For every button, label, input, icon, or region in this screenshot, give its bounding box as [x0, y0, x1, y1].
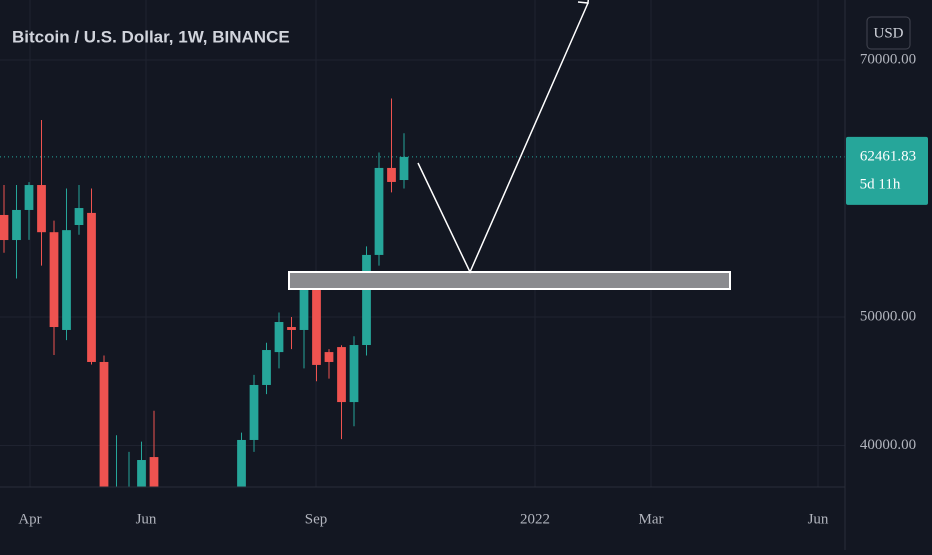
last-price-label: 62461.83	[860, 148, 916, 164]
candle-body	[137, 460, 146, 487]
x-tick-label: Apr	[18, 511, 41, 527]
candle-body	[274, 322, 284, 353]
axes: 40000.00 50000.00 70000.00 Apr Jun Sep 2022 Mar…	[18, 51, 928, 527]
candle-body	[12, 209, 21, 241]
candle-body	[324, 352, 334, 362]
plot	[0, 98, 845, 487]
candle-body	[37, 185, 46, 233]
candle-body	[312, 290, 321, 365]
y-tick-label: 50000.00	[860, 308, 916, 324]
x-tick-label: Jun	[808, 511, 829, 527]
x-tick-label: Sep	[305, 511, 328, 527]
candle-body	[87, 212, 96, 362]
drawings	[288, 0, 731, 290]
last-price-box	[846, 136, 928, 205]
candle-body	[0, 214, 9, 241]
x-tick-label: 2022	[520, 511, 550, 527]
candle-body	[149, 457, 159, 487]
candle-body	[62, 230, 71, 330]
candle-body	[399, 156, 409, 181]
candle-body	[262, 350, 271, 385]
candle-body	[337, 347, 346, 403]
candle-body	[249, 384, 259, 440]
candle-body	[287, 327, 296, 330]
candle-body	[99, 361, 109, 487]
candle-body	[24, 185, 34, 210]
candle-body	[387, 167, 396, 182]
candle-body	[74, 208, 84, 225]
y-tick-label: 70000.00	[860, 51, 916, 67]
x-tick-label: Jun	[136, 511, 157, 527]
currency-button[interactable]	[866, 16, 911, 50]
candle-body	[49, 232, 59, 328]
grid	[0, 0, 845, 487]
currency-label[interactable]: USD	[873, 25, 903, 41]
candle-body	[299, 290, 309, 330]
candle-body	[362, 254, 371, 346]
candle-body	[237, 439, 246, 487]
support-zone	[288, 271, 731, 290]
countdown-label: 5d 11h	[860, 176, 901, 192]
projection-arrow	[417, 2, 589, 274]
x-tick-label: Mar	[639, 511, 664, 527]
candle-body	[349, 345, 359, 403]
arrow-head	[577, 0, 590, 4]
chart-title: Bitcoin / U.S. Dollar, 1W, BINANCE	[12, 27, 290, 46]
candle-body	[374, 167, 384, 255]
y-tick-label: 40000.00	[860, 437, 916, 453]
